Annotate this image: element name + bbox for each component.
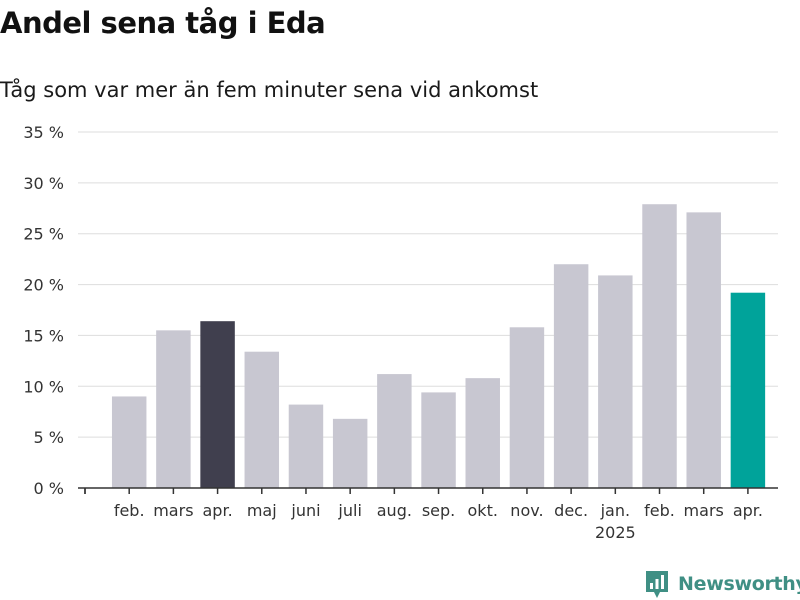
- x-tick-label: apr.: [203, 501, 233, 520]
- y-tick-label: 35 %: [23, 123, 64, 142]
- bar-chart: 0 %5 %10 %15 %20 %25 %30 %35 %feb. mars ap…: [23, 123, 778, 542]
- chart-subtitle: Tåg som var mer än fem minuter sena vid …: [0, 78, 539, 102]
- chart-title: Andel sena tåg i Eda: [0, 6, 326, 40]
- bars: [111, 204, 766, 488]
- brand-name: Newsworthy: [678, 573, 800, 595]
- x-axis: [78, 487, 778, 494]
- x-tick-label: juni: [290, 501, 320, 520]
- y-tick-label: 0 %: [34, 479, 64, 498]
- bar-9: [509, 327, 545, 488]
- brand-logo: Newsworthy: [644, 568, 800, 600]
- x-tick-label: sep.: [422, 501, 455, 520]
- x-tick-label: jan.: [600, 501, 630, 520]
- bar-5: [332, 418, 368, 488]
- bar-14: [730, 292, 766, 488]
- y-tick-label: 20 %: [23, 276, 64, 295]
- y-tick-label: 5 %: [34, 428, 64, 447]
- x-year-label: 2025: [595, 523, 636, 542]
- bar-3: [244, 351, 280, 488]
- bar-7: [421, 392, 456, 488]
- bar-12: [642, 204, 677, 488]
- bar-10: [553, 264, 589, 488]
- y-tick-label: 10 %: [23, 377, 64, 396]
- x-tick-label: apr.: [733, 501, 763, 520]
- newsworthy-logo-icon: [646, 571, 668, 598]
- tick-labels: 0 %5 %10 %15 %20 %25 %30 %35 %feb. mars ap…: [23, 123, 763, 542]
- x-tick-label: maj: [247, 501, 277, 520]
- x-tick-label: mars: [684, 501, 724, 520]
- x-tick-label: feb.: [114, 501, 145, 520]
- x-tick-label: nov.: [510, 501, 543, 520]
- y-tick-label: 30 %: [23, 174, 64, 193]
- bar-2: [200, 321, 235, 488]
- x-tick-label: feb.: [644, 501, 675, 520]
- bar-13: [686, 212, 721, 488]
- y-tick-label: 25 %: [23, 225, 64, 244]
- x-tick-label: aug.: [377, 501, 412, 520]
- bar-1: [156, 330, 191, 488]
- y-tick-label: 15 %: [23, 326, 64, 345]
- bar-8: [465, 378, 500, 488]
- bar-0: [111, 396, 147, 488]
- x-tick-label: okt.: [468, 501, 498, 520]
- x-tick-label: juli: [337, 501, 361, 520]
- x-tick-label: dec.: [554, 501, 588, 520]
- bar-11: [598, 275, 633, 488]
- x-tick-label: mars: [153, 501, 193, 520]
- bar-4: [288, 404, 324, 488]
- bar-6: [377, 374, 412, 488]
